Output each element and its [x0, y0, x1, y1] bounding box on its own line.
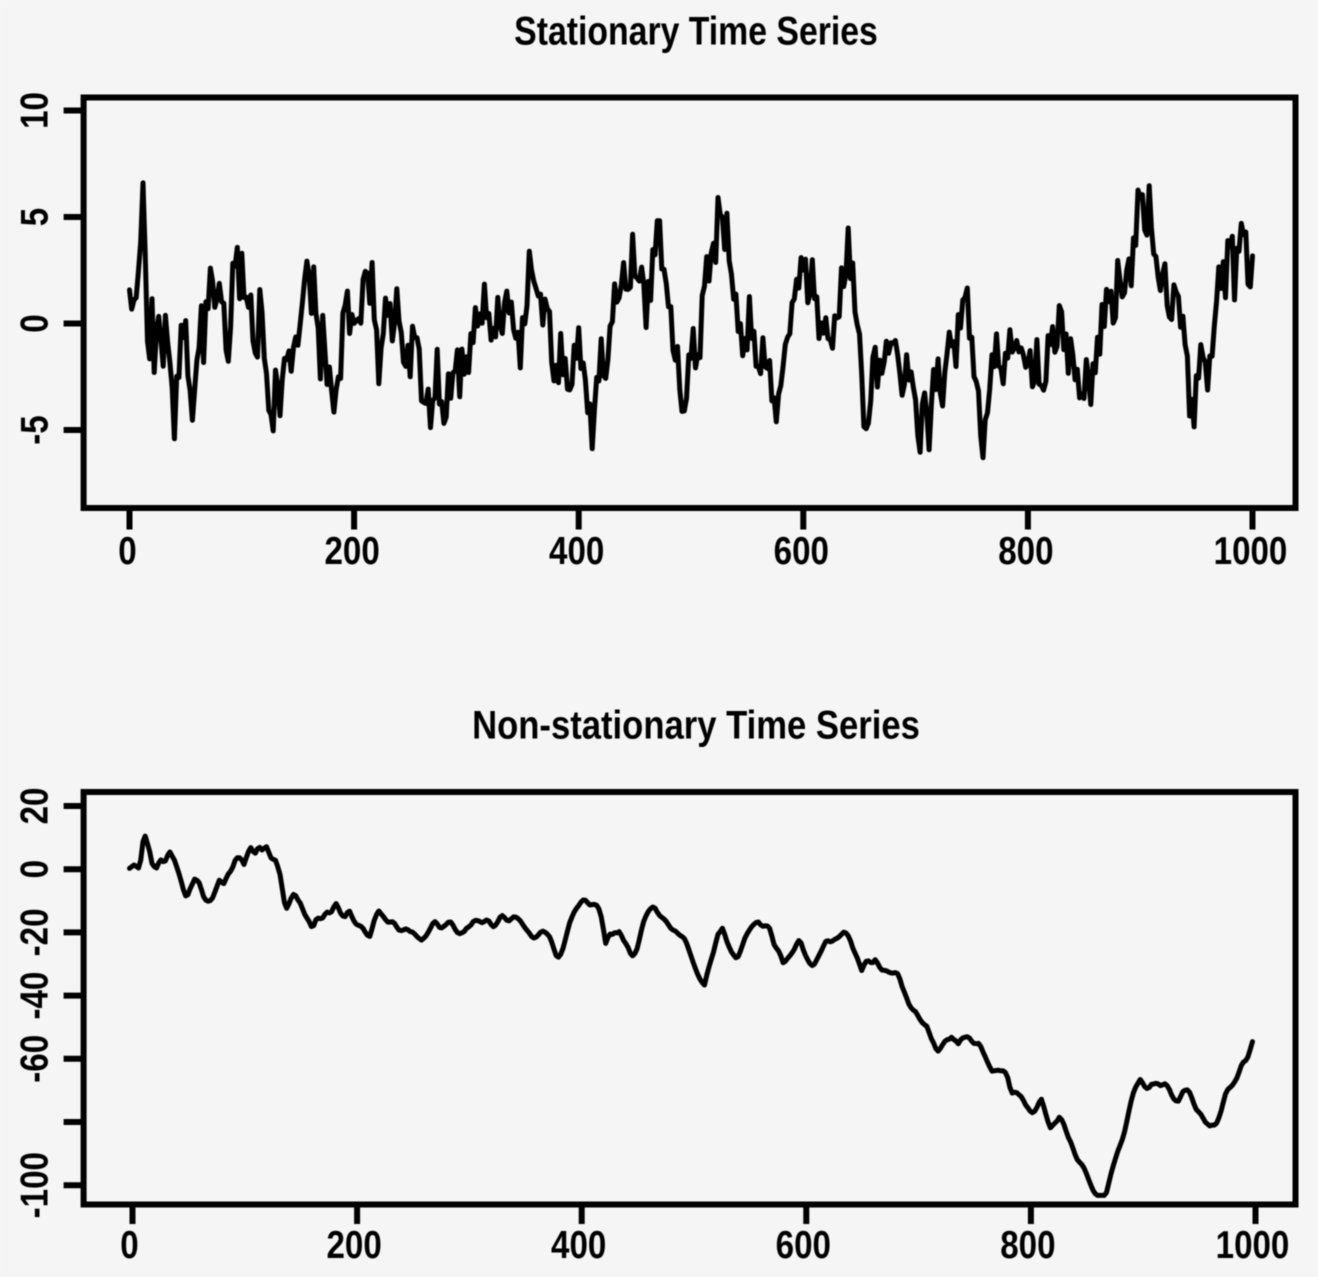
svg-text:-60: -60 — [12, 1035, 56, 1083]
svg-text:1000: 1000 — [1214, 528, 1288, 572]
svg-text:600: 600 — [774, 528, 829, 572]
svg-text:20: 20 — [12, 788, 56, 825]
svg-text:600: 600 — [776, 1222, 831, 1266]
svg-text:400: 400 — [549, 528, 604, 572]
svg-text:-5: -5 — [12, 415, 56, 444]
svg-text:0: 0 — [118, 528, 136, 572]
svg-text:0: 0 — [12, 860, 56, 878]
svg-text:Stationary Time Series: Stationary Time Series — [514, 8, 878, 53]
svg-text:0: 0 — [12, 314, 56, 332]
svg-text:10: 10 — [12, 92, 56, 129]
svg-text:-40: -40 — [12, 972, 56, 1020]
svg-text:200: 200 — [324, 528, 379, 572]
svg-text:800: 800 — [1000, 1222, 1055, 1266]
svg-text:-20: -20 — [12, 908, 56, 956]
svg-text:400: 400 — [551, 1222, 606, 1266]
svg-text:1000: 1000 — [1216, 1222, 1290, 1266]
svg-text:0: 0 — [120, 1222, 138, 1266]
svg-text:800: 800 — [998, 528, 1053, 572]
svg-text:-100: -100 — [12, 1152, 56, 1218]
svg-text:200: 200 — [326, 1222, 381, 1266]
svg-text:5: 5 — [12, 208, 56, 226]
svg-text:Non-stationary Time Series: Non-stationary Time Series — [472, 702, 920, 747]
